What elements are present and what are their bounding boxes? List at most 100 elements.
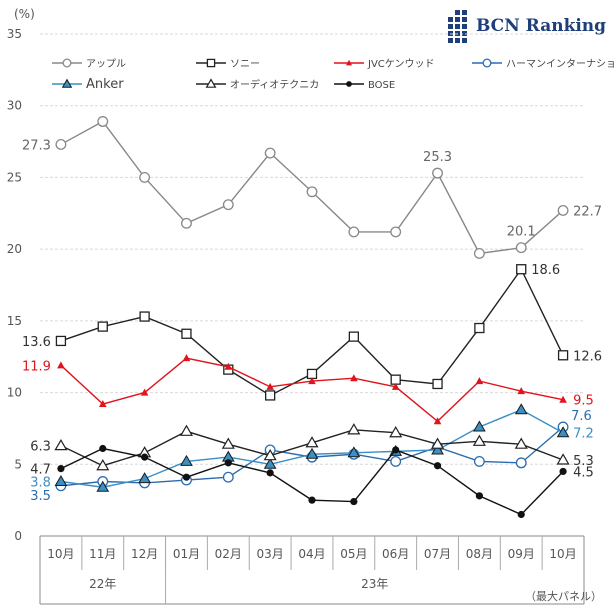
logo-squares-icon (448, 10, 467, 43)
series-point (556, 426, 570, 438)
legend: アップル ソニー JVCケンウッド ハーマンインターナショナル Anker オーディオテク… (52, 58, 614, 92)
series-point (96, 480, 110, 492)
series-point (182, 354, 191, 362)
series-point (472, 434, 486, 446)
y-tick-label: 25 (7, 170, 22, 184)
x-tick-label: 10月 (549, 547, 576, 561)
logo-square (462, 17, 467, 22)
footnote: （最大パネル） (525, 589, 602, 603)
legend-item: JVCケンウッド (334, 58, 434, 70)
series (54, 403, 570, 492)
x-tick-label: 07月 (424, 547, 451, 561)
data-label: 11.9 (22, 359, 51, 374)
x-tick-label: 06月 (382, 547, 409, 561)
y-tick-label: 20 (7, 242, 22, 256)
x-tick-label: 03月 (257, 547, 284, 561)
series-point (179, 424, 194, 436)
series-point (97, 321, 108, 332)
series-point (475, 377, 484, 385)
series-point (308, 496, 316, 504)
series-point (431, 443, 444, 455)
grid (40, 33, 584, 465)
series-point (346, 81, 352, 87)
series-point (140, 388, 149, 396)
series-point (390, 226, 402, 238)
year-label: 22年 (89, 577, 116, 591)
series-point (347, 423, 361, 435)
legend-item: ハーマンインターナショナル (472, 58, 614, 70)
series-point (473, 420, 486, 432)
legend-label: BOSE (368, 80, 395, 91)
series-point (54, 474, 68, 486)
series-point (181, 217, 192, 229)
series-point (96, 459, 110, 471)
y-tick-label: 15 (7, 314, 22, 328)
series-point (306, 186, 318, 198)
series-point (305, 447, 319, 459)
series-point (432, 167, 443, 179)
series-point (350, 374, 358, 382)
x-tick-label: 04月 (298, 547, 325, 561)
series-point (266, 469, 274, 477)
series-point (515, 457, 527, 469)
series-point (264, 147, 276, 159)
series-point (139, 311, 150, 322)
legend-item: BOSE (334, 80, 395, 91)
unit-label: (%) (14, 7, 35, 21)
series-point (474, 322, 485, 334)
series-point (473, 455, 485, 467)
x-tick-label: 12月 (131, 547, 158, 561)
series-point (221, 437, 235, 449)
series-point (348, 226, 360, 238)
y-tick-label: 0 (14, 529, 22, 543)
series-point (266, 382, 274, 390)
series-point (390, 455, 402, 467)
x-tick-label: 01月 (173, 547, 200, 561)
legend-label: ソニー (230, 59, 260, 70)
y-tick-label: 30 (7, 99, 22, 113)
series-point (306, 368, 318, 380)
series-point (482, 58, 492, 68)
series-point (265, 390, 276, 401)
legend-item: オーディオテクニカ (196, 78, 319, 91)
legend-label: オーディオテクニカ (230, 78, 319, 91)
series-point (62, 58, 72, 68)
series-point (57, 361, 65, 369)
data-label: 4.5 (573, 465, 594, 480)
y-tick-label: 5 (14, 457, 22, 471)
series-point (432, 378, 443, 390)
series-point (99, 444, 107, 453)
series-point (433, 417, 442, 425)
data-label: 12.6 (573, 349, 602, 364)
series-point (345, 59, 353, 66)
series-point (54, 438, 68, 451)
series-point (430, 437, 445, 449)
legend-item: アップル (52, 58, 126, 70)
logo-square (462, 10, 467, 15)
series (55, 264, 569, 401)
data-label: 7.2 (573, 427, 594, 442)
series-point (473, 247, 485, 259)
series-point (182, 473, 191, 481)
series-point (514, 403, 528, 415)
series-point (514, 437, 528, 449)
series-point (308, 377, 316, 385)
data-label: 5.3 (573, 454, 594, 469)
logo-square (455, 38, 460, 43)
series-point (347, 446, 361, 458)
series-point (98, 400, 107, 408)
logo-square (448, 24, 453, 29)
series-point (556, 453, 570, 465)
brand-text: BCN Ranking (476, 16, 606, 36)
series-point (559, 395, 567, 403)
data-label: 6.3 (30, 440, 51, 455)
data-label: 7.6 (571, 409, 592, 424)
y-tick-label: 35 (7, 27, 22, 41)
legend-item: Anker (52, 77, 124, 92)
legend-label: アップル (86, 58, 126, 70)
series (57, 354, 567, 425)
series-point (515, 242, 527, 254)
data-label: 22.7 (573, 204, 602, 219)
